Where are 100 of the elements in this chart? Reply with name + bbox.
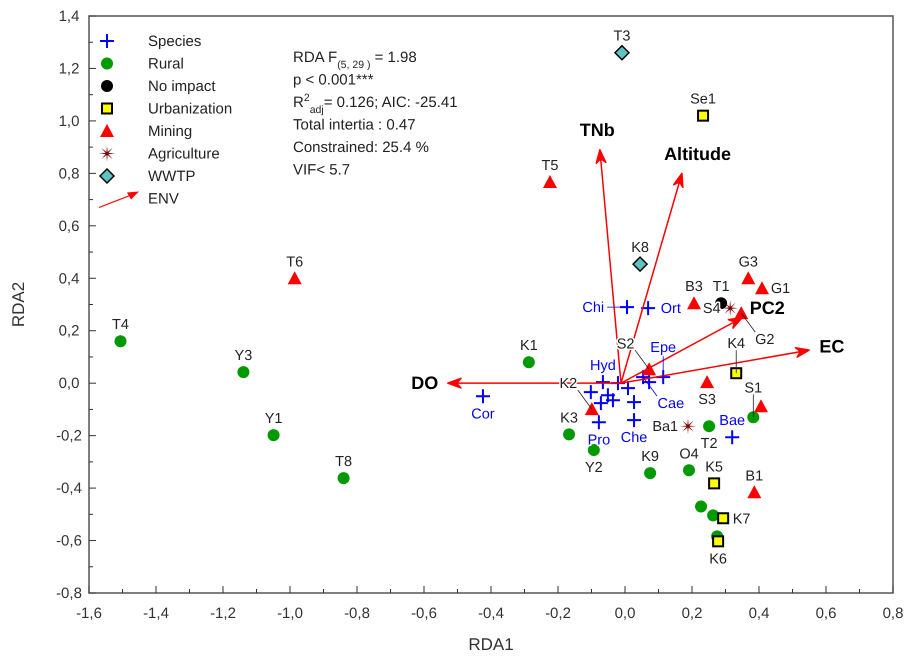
point	[588, 444, 600, 456]
annotation: G3	[738, 254, 758, 270]
annotation: K5	[705, 459, 723, 476]
annotation: T8	[335, 454, 352, 470]
point	[268, 429, 280, 442]
annotation: T3	[614, 28, 630, 45]
point	[632, 256, 648, 272]
point	[237, 366, 250, 378]
point	[724, 429, 740, 446]
point	[619, 299, 636, 316]
y-tick-label: 0,6	[58, 218, 80, 235]
annotation: R$^{2}$$_{adj}$= 0.126; AIC: -25.41	[293, 92, 458, 116]
y-tick-label: 0,2	[58, 322, 80, 340]
annotation: Ort	[660, 301, 681, 318]
point	[590, 414, 607, 430]
point	[522, 356, 535, 368]
legend-label: Rural	[148, 56, 184, 72]
annotation: K3	[560, 410, 578, 426]
annotation: B3	[685, 279, 703, 296]
point	[640, 300, 656, 316]
x-tick-label: 0,0	[614, 605, 636, 622]
annotation: T5	[542, 158, 558, 174]
point	[703, 420, 716, 432]
annotation: Cae	[658, 396, 684, 412]
annotation: Epe	[650, 340, 676, 356]
annotation: Altitude	[664, 144, 732, 164]
point	[682, 464, 695, 476]
annotation: Pro	[588, 432, 610, 448]
y-tick-label: -0,4	[56, 480, 82, 498]
legend-label: Species	[148, 33, 202, 50]
point	[474, 388, 491, 404]
y-axis-title: RDA2	[9, 282, 28, 328]
annotation: Cor	[471, 406, 495, 422]
y-tick-label: 0,8	[58, 165, 80, 182]
annotation: O4	[679, 446, 699, 462]
annotation: Y1	[264, 411, 282, 428]
annotation: Total intertia : 0.47	[293, 116, 416, 134]
point	[747, 411, 760, 424]
y-tick-label: -0,6	[56, 532, 82, 550]
y-tick-label: 1,0	[58, 112, 80, 130]
x-tick-label: -1,6	[76, 605, 102, 622]
annotation: G1	[770, 281, 790, 298]
annotation: T4	[112, 317, 129, 334]
annotation: K4	[727, 336, 746, 352]
x-tick-label: -0,4	[478, 605, 504, 622]
point	[655, 369, 672, 386]
annotation: K7	[732, 511, 751, 528]
x-tick-label: -0,2	[545, 605, 571, 622]
y-tick-label: -0,2	[56, 428, 82, 445]
x-tick-label: -0,8	[344, 605, 370, 622]
point	[680, 418, 696, 434]
point	[288, 271, 302, 284]
point	[114, 335, 126, 348]
legend-label: Urbanization	[148, 100, 232, 118]
annotation: K8	[631, 240, 649, 256]
point	[700, 375, 714, 388]
annotation: T6	[286, 254, 304, 270]
annotation: Se1	[690, 92, 716, 108]
annotation: Ba1	[652, 419, 678, 436]
annotation: VIF< 5.7	[293, 162, 350, 178]
annotation: Che	[620, 430, 648, 446]
point	[722, 300, 738, 316]
point	[563, 428, 576, 440]
annotation: RDA F$_{(5, 29 )}$ = 1.98	[293, 49, 417, 71]
x-tick-label: 0,6	[816, 605, 836, 622]
legend-label: ENV	[148, 190, 179, 208]
y-tick-label: 0,4	[58, 270, 80, 288]
y-tick-label: -0,8	[56, 585, 82, 602]
point	[747, 485, 762, 498]
annotation: T2	[700, 436, 718, 452]
y-tick-label: 0,0	[58, 375, 80, 392]
point	[338, 472, 350, 484]
annotation: K6	[709, 551, 728, 568]
x-tick-label: 0,2	[682, 605, 702, 622]
point	[755, 281, 770, 294]
annotation: Hyd	[590, 358, 616, 374]
annotation: T1	[712, 279, 730, 296]
point	[697, 110, 710, 122]
annotation: Y2	[584, 460, 603, 476]
annotation: Chi	[582, 300, 604, 316]
annotation: Constrained: 25.4 %	[293, 139, 429, 156]
x-tick-label: 0,8	[882, 605, 904, 622]
annotation: B1	[745, 468, 764, 484]
point	[644, 467, 656, 480]
annotation: EC	[819, 336, 844, 357]
annotation: Bae	[719, 413, 746, 430]
legend-label: WWTP	[148, 168, 196, 185]
x-axis-title: RDA1	[468, 635, 514, 654]
point	[582, 384, 599, 400]
legend-label: Mining	[148, 123, 192, 140]
annotation: DO	[411, 373, 438, 394]
y-tick-label: 1,2	[58, 60, 80, 78]
point	[584, 402, 599, 416]
x-tick-label: -1,4	[143, 605, 169, 622]
point	[626, 394, 642, 410]
annotation: G2	[755, 332, 774, 348]
point	[695, 500, 708, 512]
annotation: S1	[744, 380, 762, 396]
annotation: PC2	[750, 298, 785, 318]
legend-label: No impact	[148, 78, 216, 95]
